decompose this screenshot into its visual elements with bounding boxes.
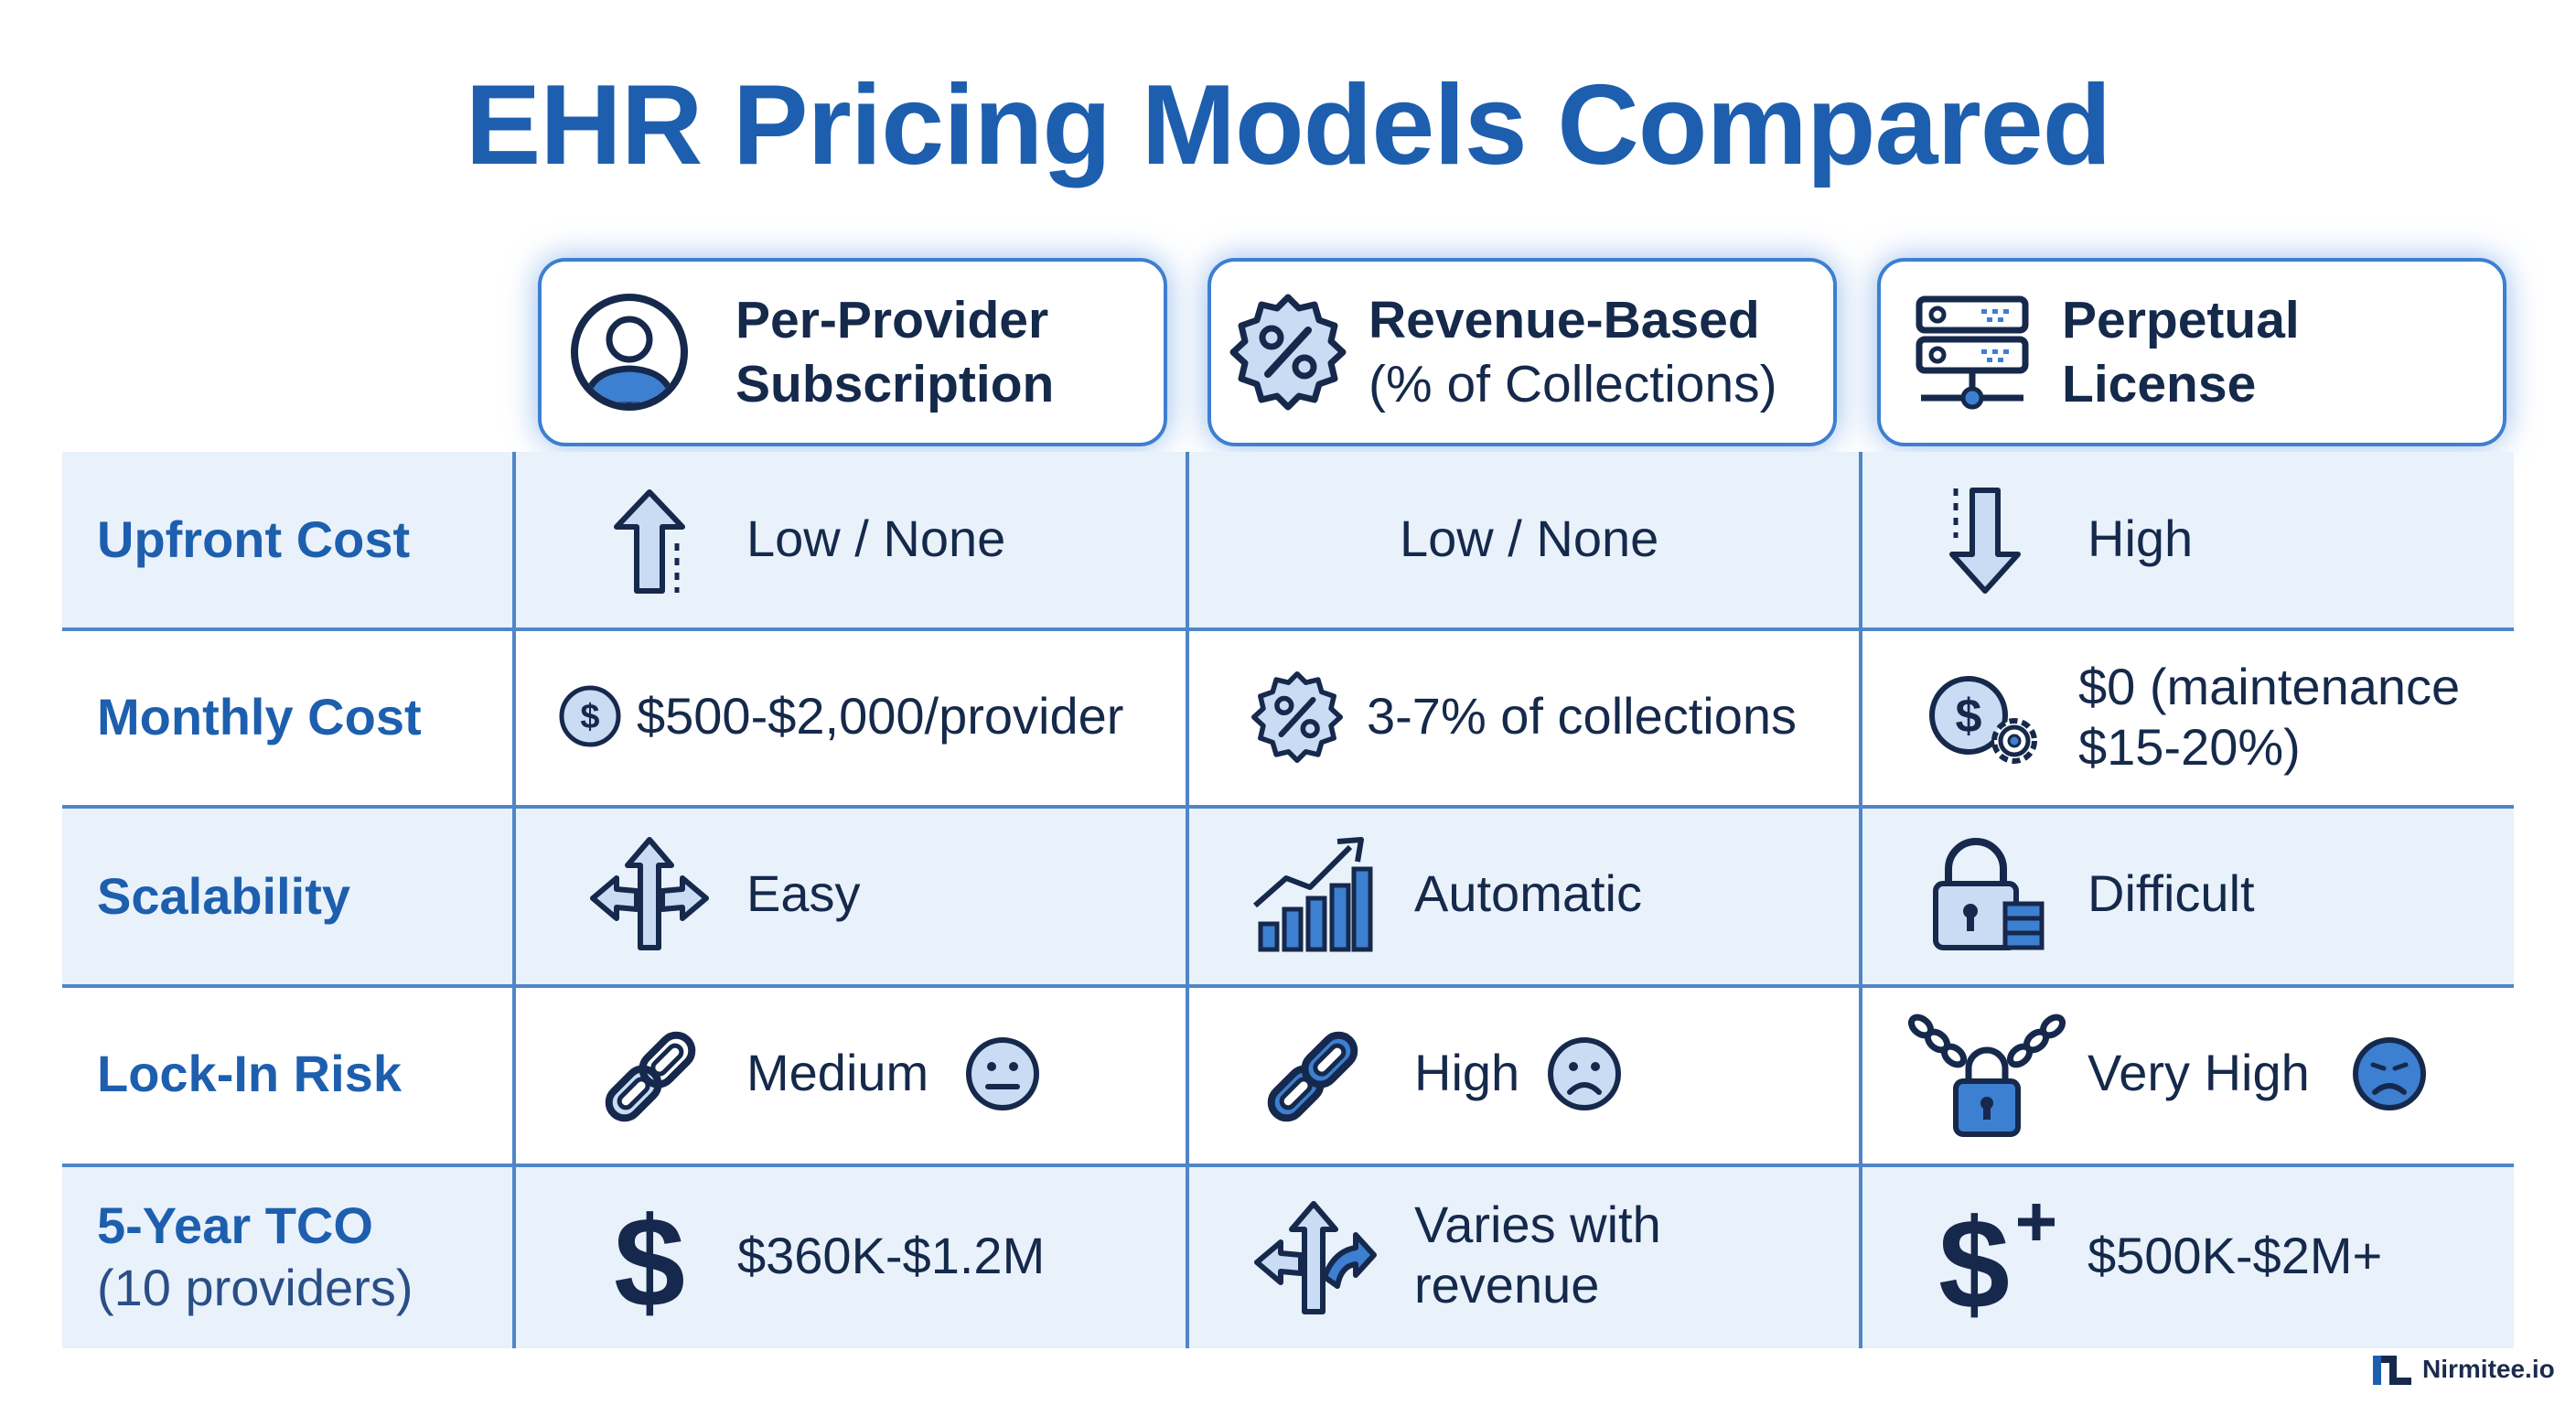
cell-lockin-revenue-based: High bbox=[1414, 1044, 1520, 1101]
column-header-perpetual-license: Perpetual License bbox=[1877, 258, 2506, 446]
cell-monthly-perpetual: $0 (maintenance $15-20%) bbox=[2078, 658, 2461, 776]
row-label-upfront-cost: Upfront Cost bbox=[97, 510, 411, 568]
user-circle-icon bbox=[571, 294, 688, 411]
cell-upfront-perpetual: High bbox=[2088, 509, 2194, 567]
column-divider bbox=[1859, 452, 1862, 1348]
column-header-line2: (% of Collections) bbox=[1368, 355, 1777, 413]
arrow-up-icon bbox=[614, 489, 685, 594]
dollar-coin-icon: $ bbox=[559, 685, 621, 747]
cell-upfront-per-provider: Low / None bbox=[746, 509, 1006, 567]
brand-name: Nirmitee.io bbox=[2422, 1355, 2555, 1383]
dollar-gear-icon: $ bbox=[1929, 676, 2037, 764]
brand-logo: Nirmitee.io bbox=[2371, 1352, 2555, 1387]
column-divider bbox=[512, 452, 516, 1348]
percent-badge-icon bbox=[1250, 670, 1344, 764]
dollar-sign-icon: $ bbox=[614, 1198, 685, 1323]
column-divider bbox=[1186, 452, 1189, 1348]
chain-link-icon bbox=[1267, 1031, 1358, 1122]
cell-tco-perpetual: $500K-$2M+ bbox=[2088, 1227, 2383, 1284]
row-divider bbox=[62, 1164, 2514, 1167]
row-label-monthly-cost: Monthly Cost bbox=[97, 688, 422, 745]
nirmitee-logo-icon bbox=[2373, 1356, 2411, 1385]
column-header-line2: License bbox=[2062, 355, 2257, 413]
growth-chart-icon bbox=[1253, 837, 1373, 952]
svg-text:$: $ bbox=[614, 1198, 685, 1323]
row-label-scalability: Scalability bbox=[97, 867, 351, 925]
row-label-lock-in-risk: Lock-In Risk bbox=[97, 1045, 402, 1102]
cell-tco-per-provider: $360K-$1.2M bbox=[737, 1227, 1046, 1284]
row-band-scalability bbox=[62, 809, 2514, 984]
cell-lockin-per-provider: Medium bbox=[746, 1044, 929, 1101]
dollar-plus-icon: $ bbox=[1938, 1195, 2055, 1323]
column-header-per-provider: Per-Provider Subscription bbox=[538, 258, 1167, 446]
arrow-down-icon bbox=[1949, 488, 2021, 594]
cell-monthly-per-provider: $500-$2,000/provider bbox=[637, 687, 1124, 745]
cell-scalability-perpetual: Difficult bbox=[2088, 864, 2255, 922]
unhappy-face-icon bbox=[2353, 1037, 2426, 1110]
cell-scalability-revenue-based: Automatic bbox=[1414, 864, 1642, 922]
cell-upfront-revenue-based: Low / None bbox=[1400, 509, 1659, 567]
split-arrows-icon bbox=[590, 837, 709, 950]
row-band-upfront bbox=[62, 452, 2514, 627]
server-icon bbox=[1916, 295, 2029, 410]
svg-text:$: $ bbox=[580, 698, 599, 736]
row-label-5-year-tco: 5-Year TCO (10 providers) bbox=[97, 1195, 413, 1319]
page-title: EHR Pricing Models Compared bbox=[465, 62, 2112, 188]
column-header-line1: Per-Provider bbox=[735, 291, 1049, 349]
lock-server-icon bbox=[1933, 838, 2045, 950]
row-divider bbox=[62, 627, 2514, 631]
column-header-line1: Perpetual bbox=[2062, 291, 2300, 349]
percent-badge-icon bbox=[1229, 294, 1347, 411]
chain-link-icon bbox=[605, 1031, 696, 1122]
column-header-line1: Revenue-Based bbox=[1368, 291, 1760, 349]
chain-padlock-icon bbox=[1907, 1014, 2066, 1137]
column-header-line2: Subscription bbox=[735, 355, 1055, 413]
cell-scalability-per-provider: Easy bbox=[746, 864, 861, 922]
column-header-revenue-based: Revenue-Based (% of Collections) bbox=[1208, 258, 1837, 446]
row-divider bbox=[62, 805, 2514, 809]
cell-tco-revenue-based: Varies with revenue bbox=[1414, 1196, 1661, 1314]
row-label-sub: (10 providers) bbox=[97, 1259, 413, 1316]
cell-lockin-perpetual: Very High bbox=[2088, 1044, 2310, 1101]
cell-monthly-revenue-based: 3-7% of collections bbox=[1367, 687, 1798, 745]
neutral-face-icon bbox=[966, 1037, 1039, 1110]
row-divider bbox=[62, 984, 2514, 988]
sad-face-icon bbox=[1548, 1037, 1621, 1110]
svg-text:$: $ bbox=[1938, 1195, 2010, 1323]
row-label-main: 5-Year TCO bbox=[97, 1196, 373, 1254]
split-arrows-icon bbox=[1254, 1201, 1377, 1314]
svg-text:$: $ bbox=[1956, 690, 1982, 743]
